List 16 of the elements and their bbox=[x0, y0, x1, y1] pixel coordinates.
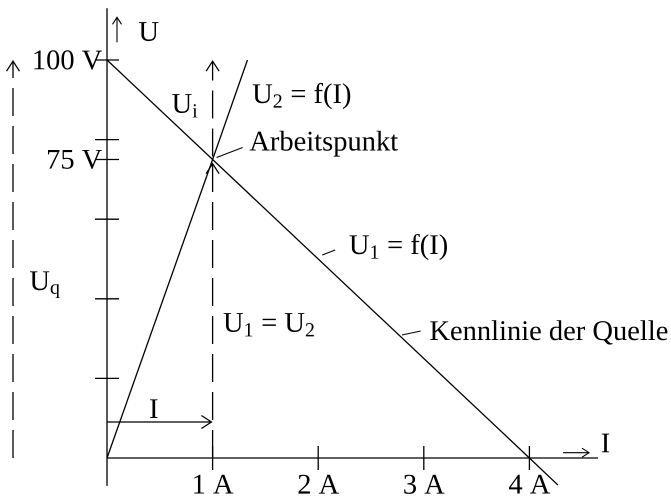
text: U$_{q}$ bbox=[30, 271, 60, 298]
series-label: U$_{2}$ = f(I) bbox=[252, 82, 350, 110]
annotation: I bbox=[150, 399, 158, 418]
annotation: Arbeitspunkt bbox=[250, 130, 398, 157]
annotation: U$_{i}$ bbox=[172, 94, 198, 118]
y-tick-label: 100 V bbox=[34, 50, 102, 70]
x-axis-title: I bbox=[602, 434, 610, 452]
x-tick-label: 4 A bbox=[508, 474, 550, 494]
y-axis-title: U bbox=[138, 22, 158, 42]
y-tick-label: 75 V bbox=[48, 150, 102, 170]
x-tick-label: 3 A bbox=[404, 474, 445, 494]
annotation: U$_{1}$ = U$_{2}$ bbox=[224, 313, 314, 336]
annotation: Kennlinie der Quelle bbox=[430, 320, 668, 345]
x-tick-label: 2 A bbox=[298, 474, 339, 494]
legend-label: U$_{1}$ = f(I) bbox=[350, 234, 447, 260]
x-tick-label: 1 A bbox=[194, 474, 234, 494]
